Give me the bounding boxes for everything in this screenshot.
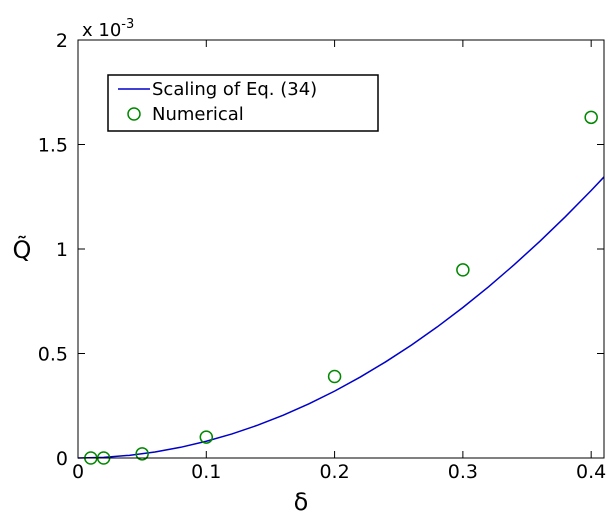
y-tick-label: 1 xyxy=(56,239,68,261)
numerical-point xyxy=(327,369,342,384)
legend-line-label: Scaling of Eq. (34) xyxy=(152,79,317,100)
x-axis-label: δ xyxy=(294,488,309,515)
numerical-point xyxy=(584,110,598,125)
x-tick-label: 0.4 xyxy=(576,461,606,483)
y-axis-label: Q̃ xyxy=(13,236,32,264)
y-tick-label: 0.5 xyxy=(38,344,68,366)
numerical-point xyxy=(456,263,470,277)
legend-marker-swatch xyxy=(127,107,141,121)
legend-marker-label: Numerical xyxy=(152,104,244,125)
x-tick-label: 0.2 xyxy=(319,461,349,483)
series-line-scaling xyxy=(77,176,605,459)
y-tick-label: 0 xyxy=(56,448,68,470)
x-tick-label: 0.1 xyxy=(191,461,221,483)
y-multiplier-base: x 10 xyxy=(82,20,121,41)
numerical-point xyxy=(199,430,214,444)
x-tick-label: 0 xyxy=(72,461,84,483)
legend-box xyxy=(107,74,379,132)
y-multiplier-exponent: -3 xyxy=(121,17,134,32)
plot-area xyxy=(77,110,605,465)
axis-ticks: 0 0.1 0.2 0.3 0.4 0 0.5 1 1.5 2 xyxy=(38,30,606,483)
x-tick-label: 0.3 xyxy=(448,461,478,483)
y-axis-multiplier: x 10-3 xyxy=(82,17,134,41)
y-tick-label: 1.5 xyxy=(38,135,68,157)
y-tick-label: 2 xyxy=(56,30,68,52)
legend: Scaling of Eq. (34) Numerical xyxy=(107,74,379,132)
numerical-point xyxy=(135,447,149,461)
